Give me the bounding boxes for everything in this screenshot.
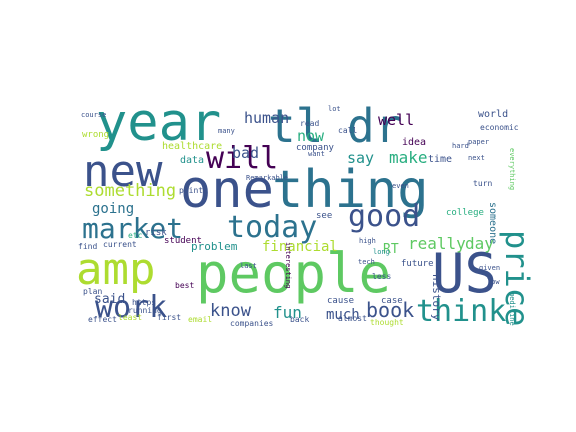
word-tech: tech (358, 258, 375, 266)
word-know: know (210, 301, 252, 321)
word-current: current (103, 240, 137, 249)
word-back: back (290, 315, 309, 324)
word-best: best (175, 281, 194, 290)
word-even: even (392, 182, 409, 190)
word-time: time (428, 154, 452, 165)
word-someone: someone (487, 202, 498, 244)
word-first: first (157, 313, 181, 322)
word-well: well (378, 111, 414, 129)
word-student: student (164, 236, 202, 246)
word-paper: paper (468, 138, 489, 146)
word-thought: thought (370, 318, 404, 327)
word-etc: etc (128, 231, 143, 240)
word-people: people (196, 242, 391, 305)
word-interesting: interesting (284, 242, 292, 288)
word-last: last (240, 262, 257, 270)
word-low: low (487, 278, 500, 286)
word-good: good (348, 199, 420, 234)
word-problem: problem (191, 240, 238, 253)
word-amp: amp (76, 244, 155, 295)
word-really: really (408, 234, 466, 253)
word-book: book (366, 298, 414, 322)
word-plan: plan (83, 287, 102, 296)
word-least: least (118, 313, 142, 322)
word-cause: cause (327, 296, 354, 306)
word-work: work (95, 290, 167, 325)
word-said: said (94, 292, 125, 307)
word-one: one (180, 160, 274, 220)
word-call: call (338, 126, 357, 135)
word-next: next (468, 154, 485, 162)
word-thing: thing (272, 160, 429, 220)
word-lot: lot (328, 105, 341, 113)
word-course: course (81, 111, 106, 119)
word-college: college (446, 208, 484, 218)
word-price: price (498, 230, 536, 326)
word-companies: companies (230, 319, 274, 328)
word-going: going (92, 201, 134, 217)
word-us: US (432, 242, 497, 305)
word-economic: economic (480, 123, 519, 132)
word-email: email (188, 315, 212, 324)
word-day: day (465, 234, 494, 253)
word-fun: fun (273, 303, 302, 322)
word-rt: RT (383, 242, 399, 257)
word-https: https (132, 298, 156, 307)
word-year: year (96, 93, 221, 153)
word-human: human (244, 109, 289, 127)
word-tl: tl (268, 99, 323, 153)
word-effect: effect (88, 315, 117, 324)
word-medicine: medicine (508, 292, 516, 326)
word-less: less (372, 272, 391, 281)
word-something: something (84, 181, 176, 201)
word-read: read (300, 119, 319, 128)
word-bad: bad (232, 144, 259, 162)
word-today: today (227, 210, 317, 245)
word-case: case (381, 296, 403, 306)
word-make: make (389, 148, 428, 167)
word-world: world (478, 109, 508, 120)
word-history: history (430, 274, 443, 321)
word-given: given (479, 264, 500, 272)
word-many: many (218, 127, 235, 135)
word-financial: financial (262, 239, 338, 255)
word-everything: everything (508, 148, 516, 190)
word-hard: hard (452, 142, 469, 150)
word-healthcare: healthcare (162, 141, 222, 152)
word-point: point (179, 186, 203, 195)
word-almost: almost (338, 314, 367, 323)
word-company: company (296, 143, 335, 153)
word-say: say (347, 149, 374, 167)
word-data: data (180, 155, 204, 166)
word-want: want (308, 150, 325, 158)
word-turn: turn (473, 179, 492, 188)
word-much: much (326, 307, 360, 323)
word-find: find (78, 242, 97, 251)
word-market: market (82, 212, 183, 245)
word-risk: risk (145, 228, 167, 238)
word-remarkable: Remarkable (246, 174, 288, 182)
word-see: see (316, 211, 332, 221)
word-new: new (83, 146, 163, 197)
word-dr: dr (347, 99, 402, 153)
word-idea: idea (402, 137, 426, 148)
word-will: will (206, 141, 278, 176)
word-think: think (416, 294, 506, 329)
word-now: now (297, 127, 325, 145)
word-wrong: wrong (82, 130, 109, 140)
word-high: high (359, 237, 376, 245)
word-future: future (401, 259, 434, 269)
word-running: running (128, 306, 162, 315)
word-long: long (373, 248, 390, 256)
